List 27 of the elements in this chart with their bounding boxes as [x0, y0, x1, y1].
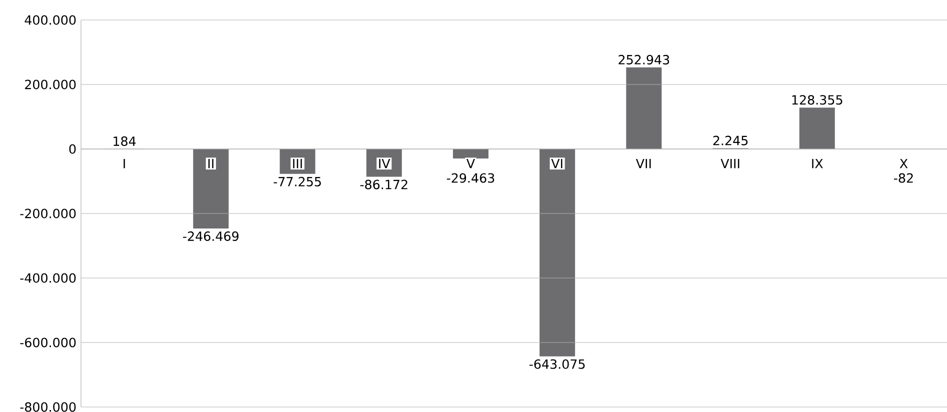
y-tick-label: 400.000 [24, 15, 76, 25]
data-label: -82 [894, 173, 913, 183]
x-tick-label: I [124, 158, 125, 168]
y-tick-label: 200.000 [25, 80, 76, 90]
x-tick-label: VII [636, 158, 651, 168]
x-tick-label: VI [551, 158, 562, 168]
x-tick-label: V [466, 158, 475, 168]
data-label: 252.943 [618, 54, 670, 64]
y-tick-label: -400.000 [20, 273, 76, 283]
data-label: 128.355 [792, 95, 842, 105]
data-label: -246.469 [183, 231, 238, 242]
x-tick-label: VIII [720, 158, 740, 168]
x-tick-label: X [900, 158, 908, 168]
data-label: -29.463 [446, 173, 494, 183]
y-tick-label: -800.000 [20, 402, 76, 412]
y-tick-label: -600.000 [20, 338, 76, 348]
data-label: -77.255 [274, 176, 321, 186]
data-label: 2.245 [713, 136, 748, 146]
x-tick-label: II [208, 158, 214, 168]
x-tick-label: III [293, 158, 302, 168]
data-label: -643.075 [529, 359, 585, 369]
data-label: -86.172 [360, 180, 408, 190]
x-tick-label: IX [812, 158, 823, 168]
x-tick-label: IV [379, 158, 390, 168]
y-tick-label: 0 [69, 144, 76, 154]
data-label: 184 [114, 136, 136, 146]
y-tick-label: -200.000 [20, 208, 76, 218]
